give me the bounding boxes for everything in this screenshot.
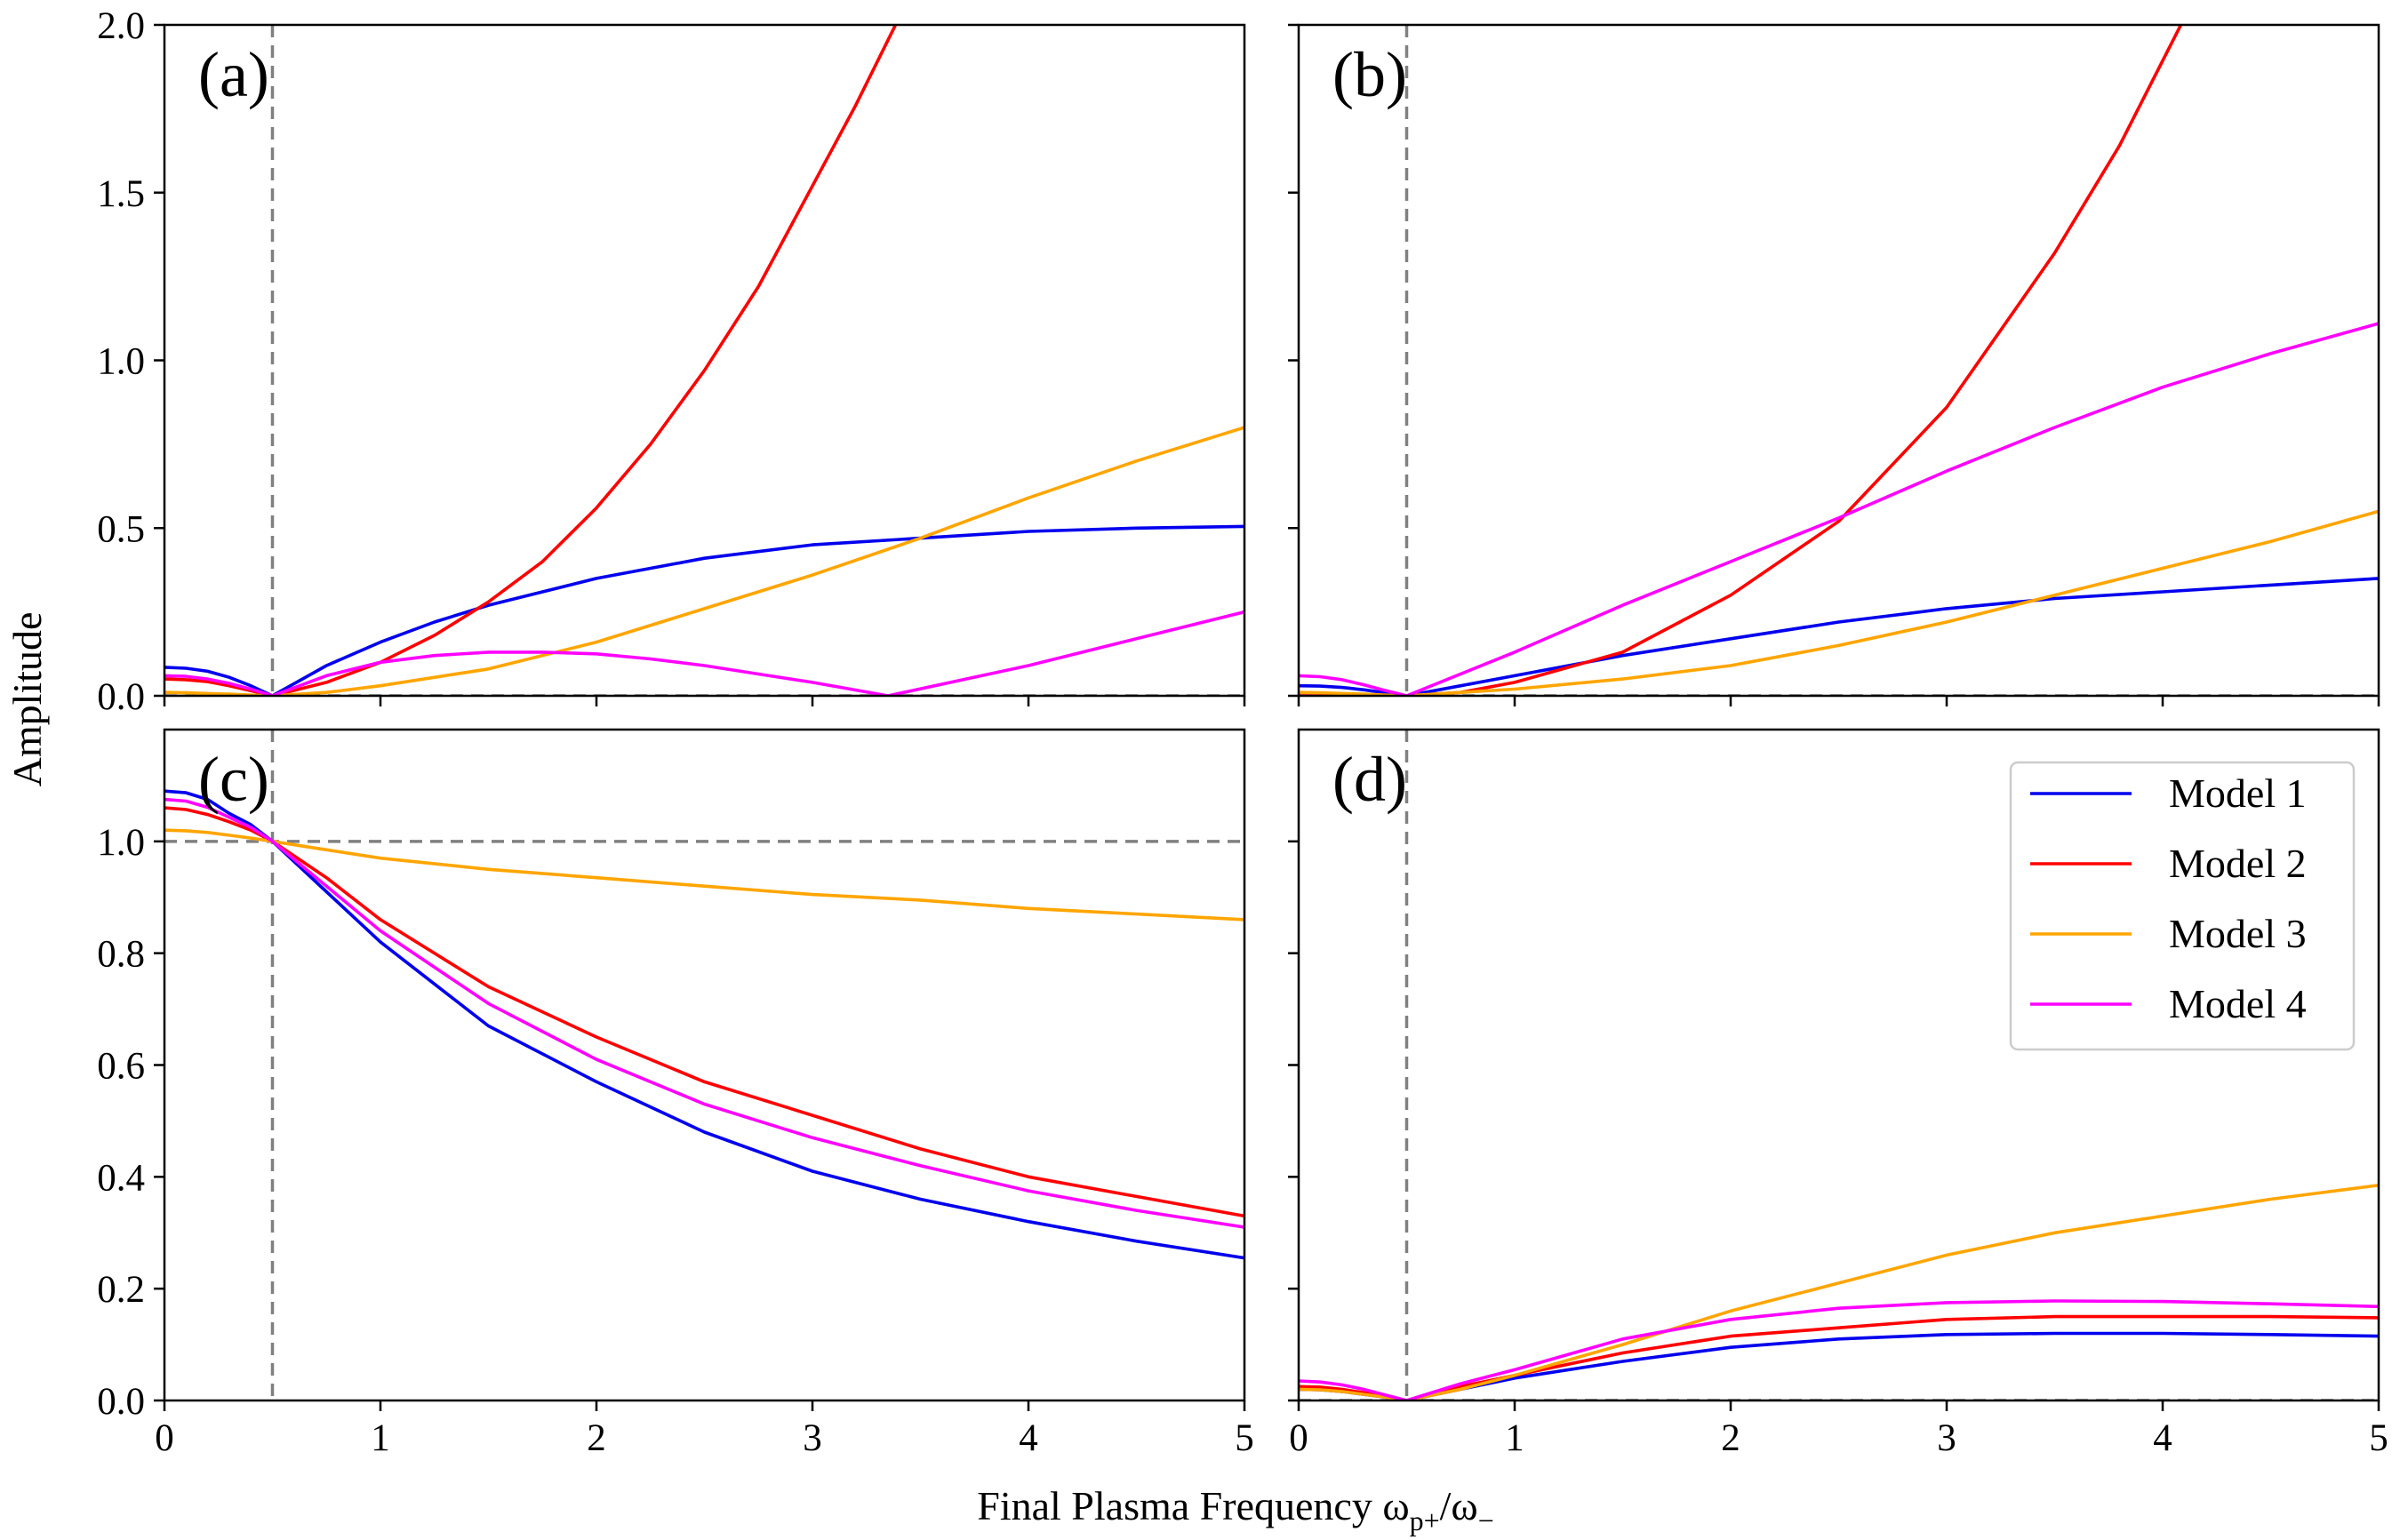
x-tick-label: 4 bbox=[2153, 1417, 2172, 1459]
series-model-4 bbox=[164, 797, 1244, 1229]
y-tick-label: 1.0 bbox=[97, 822, 145, 864]
panel-label: (b) bbox=[1332, 39, 1407, 110]
x-tick-label: 4 bbox=[1019, 1417, 1038, 1459]
y-tick-label: 0.0 bbox=[97, 676, 145, 718]
x-axis-label-slash: /ω bbox=[1440, 1483, 1478, 1528]
panel-frame bbox=[163, 23, 1246, 698]
x-axis-label: Final Plasma Frequency ωp+/ω− bbox=[977, 1483, 1494, 1536]
x-tick-label: 2 bbox=[1721, 1417, 1740, 1459]
legend-label-model-2: Model 2 bbox=[2169, 841, 2307, 886]
panel-frame bbox=[163, 728, 1246, 1402]
y-tick-label: 0.4 bbox=[97, 1157, 145, 1199]
panel-d: 0 1 2 3 4 5 (d) bbox=[1288, 728, 2388, 1459]
legend-label-model-1: Model 1 bbox=[2169, 770, 2307, 816]
series-model-4 bbox=[1299, 322, 2379, 696]
legend: Model 1 Model 2 Model 3 Model 4 bbox=[2009, 761, 2356, 1051]
y-tick-label: 1.0 bbox=[97, 341, 145, 383]
series-model-2 bbox=[164, 25, 898, 696]
y-tick-label: 1.5 bbox=[97, 173, 145, 215]
x-axis-label-sub: p+ bbox=[1410, 1504, 1440, 1536]
x-tick-label: 5 bbox=[1235, 1417, 1254, 1459]
y-tick-label: 0.5 bbox=[97, 508, 145, 550]
panel-label: (d) bbox=[1332, 744, 1407, 815]
panel-b: (b) bbox=[1288, 23, 2380, 706]
series-model-2 bbox=[1299, 25, 2183, 696]
plot-area bbox=[1299, 25, 2379, 696]
x-tick-label: 1 bbox=[1505, 1417, 1524, 1459]
y-tick-label: 2.0 bbox=[97, 5, 145, 47]
plot-area bbox=[164, 25, 1244, 696]
x-tick-label: 0 bbox=[1289, 1417, 1308, 1459]
x-tick-label: 3 bbox=[1937, 1417, 1956, 1459]
panel-label: (c) bbox=[198, 744, 269, 815]
series-model-1 bbox=[164, 789, 1244, 1260]
y-tick-label: 0.2 bbox=[97, 1269, 145, 1311]
x-tick-label: 3 bbox=[803, 1417, 822, 1459]
plot-area bbox=[164, 730, 1244, 1400]
series-model-3 bbox=[1299, 509, 2379, 696]
x-tick-label: 5 bbox=[2369, 1417, 2388, 1459]
series-model-4 bbox=[164, 610, 1244, 696]
x-tick-label: 1 bbox=[371, 1417, 390, 1459]
y-tick-label: 0.8 bbox=[97, 934, 145, 976]
series-model-1 bbox=[1299, 577, 2379, 696]
y-axis-label: Amplitude bbox=[4, 612, 50, 787]
panel-c: 0 1 2 3 4 5 0.0 0.2 0.4 0.6 0.8 1.0 (c) bbox=[97, 728, 1254, 1459]
y-tick-label: 0.6 bbox=[97, 1046, 145, 1088]
x-axis-label-sub2: − bbox=[1478, 1504, 1494, 1536]
legend-label-model-4: Model 4 bbox=[2169, 981, 2307, 1026]
series-model-4 bbox=[1299, 1299, 2379, 1400]
series-model-3 bbox=[1299, 1184, 2379, 1400]
y-tick-label: 0.0 bbox=[97, 1381, 145, 1423]
x-tick-label: 2 bbox=[587, 1417, 606, 1459]
panel-label: (a) bbox=[198, 39, 269, 110]
x-tick-label: 0 bbox=[155, 1417, 174, 1459]
series-model-3 bbox=[164, 426, 1244, 696]
series-model-2 bbox=[164, 806, 1244, 1218]
series-model-1 bbox=[164, 524, 1244, 696]
plot-area bbox=[1299, 730, 2379, 1400]
panel-a: 0.0 0.5 1.0 1.5 2.0 (a) bbox=[97, 5, 1246, 718]
series-model-2 bbox=[1299, 1314, 2379, 1400]
legend-box bbox=[2009, 761, 2356, 1051]
x-axis-label-main: Final Plasma Frequency ω bbox=[977, 1483, 1409, 1528]
series-model-3 bbox=[164, 828, 1244, 922]
panels: 0.00.51.01.52.0(a) (b)0 1 2 3 4 50.00.20.40.60… bbox=[97, 5, 2388, 1459]
legend-label-model-3: Model 3 bbox=[2169, 911, 2307, 956]
panel-frame bbox=[1297, 23, 2380, 698]
